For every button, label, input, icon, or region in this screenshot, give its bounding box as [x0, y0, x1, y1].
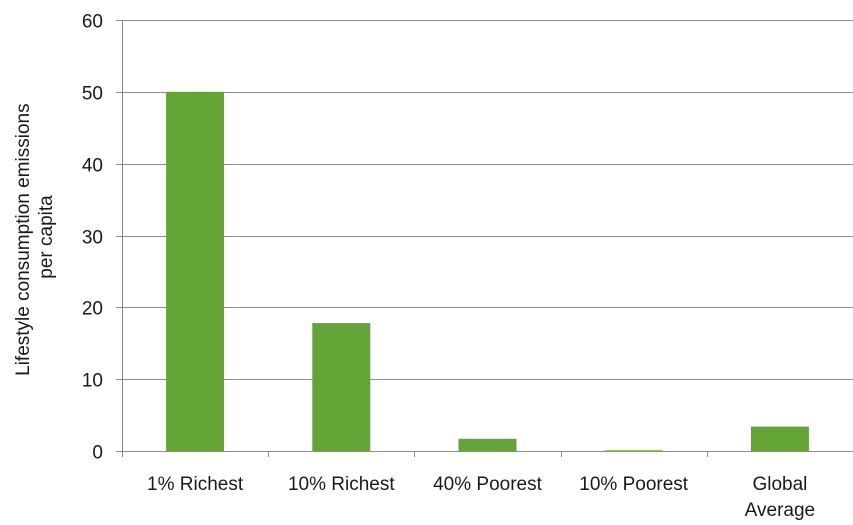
y-tick-label: 20: [82, 299, 103, 320]
y-tick-label: 60: [82, 12, 103, 33]
x-category-label-line: 10% Poorest: [579, 474, 689, 495]
x-category-label-line: Global: [752, 474, 807, 495]
bar-40-poorest: [458, 438, 517, 451]
x-category-label: 40% Poorest: [433, 474, 543, 495]
y-tick-label: 10: [82, 371, 103, 392]
x-category-label: 10% Richest: [288, 474, 395, 495]
axes: [116, 20, 853, 457]
y-tick-label: 40: [82, 156, 103, 177]
bars: [166, 91, 809, 452]
x-category-label: 10% Poorest: [579, 474, 689, 495]
x-category-label-line: 40% Poorest: [433, 474, 543, 495]
x-tick-labels: 1% Richest 10% Richest 40% Poorest 10% Poor…: [147, 474, 815, 521]
y-tick-label: 30: [82, 228, 103, 249]
x-category-label-line: 1% Richest: [147, 474, 244, 495]
y-axis-title-line: per capita: [36, 195, 57, 279]
bar-10-richest: [312, 323, 371, 451]
y-tick-label: 0: [92, 443, 103, 464]
x-category-label-line: Average: [745, 500, 815, 521]
bar-1-richest: [166, 91, 225, 452]
x-category-label: Global Average: [745, 474, 815, 521]
y-axis-title: Lifestyle consumption emissions per capi…: [13, 98, 57, 376]
bar-global-average: [750, 426, 809, 451]
x-category-label: 1% Richest: [147, 474, 244, 495]
gridlines: [122, 20, 853, 380]
bar-10-poorest: [604, 450, 663, 451]
y-axis-title-line: Lifestyle consumption emissions: [13, 103, 34, 375]
y-tick-labels: 0 10 20 30 40 50 60: [82, 12, 103, 464]
y-tick-label: 50: [82, 84, 103, 105]
x-category-label-line: 10% Richest: [288, 474, 395, 495]
